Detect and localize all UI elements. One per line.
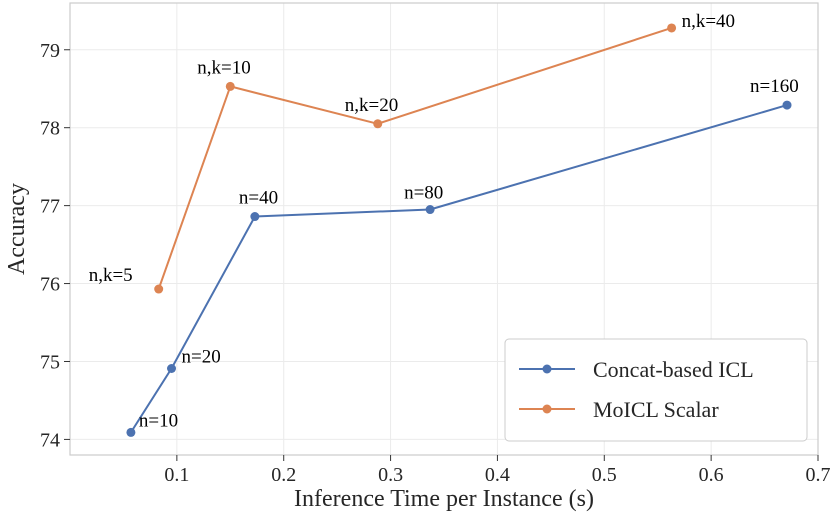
- y-tick-label: 77: [40, 196, 60, 218]
- y-tick-label: 79: [40, 40, 60, 62]
- data-label: n=80: [404, 183, 443, 204]
- data-label: n=10: [139, 410, 178, 431]
- data-label: n=160: [750, 76, 799, 97]
- data-label: n,k=40: [682, 11, 735, 32]
- x-tick-label: 0.6: [699, 464, 724, 486]
- y-tick-label: 76: [40, 274, 60, 296]
- data-point: [126, 427, 136, 437]
- data-point: [167, 363, 177, 373]
- data-label: n,k=5: [89, 265, 133, 286]
- data-point: [782, 100, 792, 110]
- x-tick-label: 0.1: [164, 464, 189, 486]
- data-label: n=40: [239, 188, 278, 209]
- legend-marker: [542, 404, 552, 414]
- y-axis-title: Accuracy: [4, 183, 30, 275]
- legend: Concat-based ICL MoICL Scalar: [504, 338, 808, 442]
- data-label: n,k=20: [345, 95, 398, 116]
- plot-area-frame: [69, 2, 819, 456]
- data-point: [250, 212, 260, 222]
- legend-box: [504, 338, 808, 442]
- legend-marker: [542, 364, 552, 374]
- data-point: [225, 81, 235, 91]
- x-tick-label: 0.4: [485, 464, 510, 486]
- y-tick-label: 78: [40, 118, 60, 140]
- data-label: n=20: [182, 346, 221, 367]
- point-labels: n=10 n=20 n=40 n=80 n=160 n,k=5 n,k=10 n,k=20 n,…: [89, 11, 799, 431]
- data-point: [425, 205, 435, 215]
- series-line-2: [157, 26, 672, 290]
- x-axis-title: Inference Time per Instance (s): [294, 486, 594, 512]
- series-lines: [126, 23, 792, 437]
- grid: [70, 3, 818, 455]
- x-tick-label: 0.3: [378, 464, 403, 486]
- data-point: [373, 119, 383, 129]
- y-tick-label: 74: [40, 429, 60, 451]
- data-label: n,k=10: [197, 57, 250, 78]
- y-tick-label: 75: [40, 351, 60, 373]
- x-tick-label: 0.5: [592, 464, 617, 486]
- data-point: [667, 23, 677, 33]
- x-tick-label: 0.7: [806, 464, 830, 486]
- legend-label: MoICL Scalar: [593, 397, 719, 422]
- legend-label: Concat-based ICL: [593, 357, 754, 382]
- axis-ticks: 0.1 0.2 0.3 0.4 0.5 0.6 0.7 74 75 76 77 78 79: [40, 40, 830, 486]
- data-point: [154, 284, 164, 294]
- x-tick-label: 0.2: [271, 464, 296, 486]
